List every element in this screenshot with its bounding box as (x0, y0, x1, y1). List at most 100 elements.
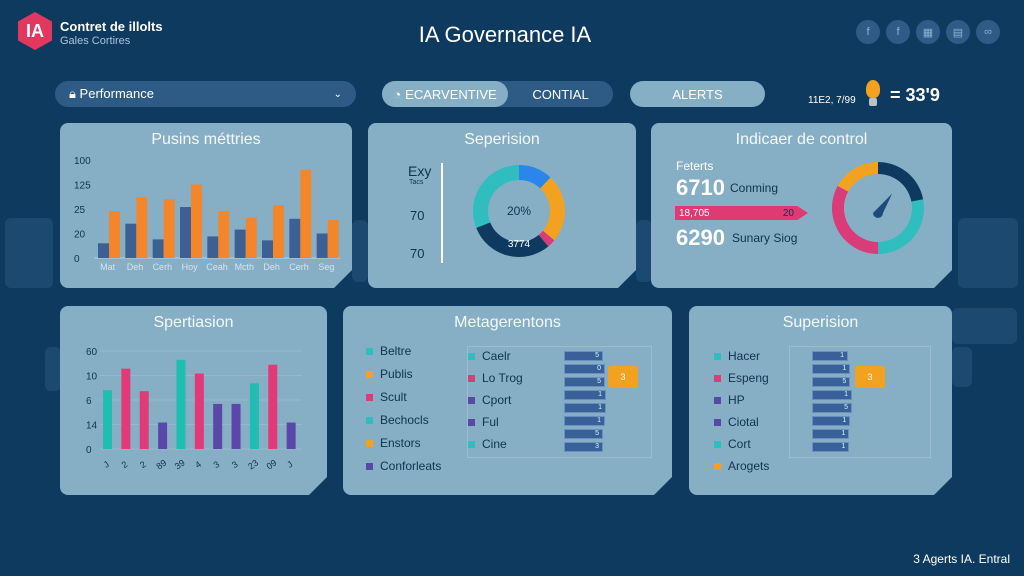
y-tick-label: 0 (74, 254, 80, 265)
bar (246, 218, 257, 258)
value-6710: 6710 (676, 175, 725, 200)
grid-icon[interactable]: ▦ (916, 20, 940, 44)
bar (158, 423, 167, 449)
y-tick-label: 20 (74, 230, 86, 241)
bar-row: 1 (564, 403, 606, 413)
facebook-icon[interactable]: f (886, 20, 910, 44)
panel-title: Seperision (464, 131, 540, 148)
y-tick-label: 10 (86, 372, 98, 383)
legend-swatch (366, 440, 373, 447)
legend-item: Hacer (714, 349, 760, 363)
bar (317, 234, 328, 259)
x-tick-label: 09 (265, 458, 279, 472)
slice (540, 177, 565, 240)
panel-spertiasion: Spertiasion 60 10 6 14 0 J 2 2 89 39 4 3 3 23 09 J (60, 306, 327, 495)
legend-swatch (468, 419, 475, 426)
x-tick-label: Mcth (235, 262, 255, 272)
y-tick-label: 6 (86, 396, 92, 407)
grid-frame (789, 346, 931, 458)
legend-item: Enstors (366, 436, 421, 450)
label-exy: Exy (408, 163, 432, 179)
panel-metagerentons: Metagerentons Beltre Publis Scult Bechocls E… (343, 306, 672, 495)
legend-swatch (468, 397, 475, 404)
legend-item: Publis (366, 367, 413, 381)
tab-label: ECARVENTIVE (405, 86, 497, 102)
x-tick-label: Hoy (182, 262, 199, 272)
highlight-badge: 3 (608, 366, 638, 388)
legend-swatch (366, 417, 373, 424)
legend-swatch (714, 463, 721, 470)
gauge-chart (651, 123, 952, 288)
legend-item: Caelr (468, 349, 511, 363)
legend-label: Cine (482, 437, 507, 451)
bar (176, 360, 185, 449)
panel-seperision: Seperision Exy Tacs 70 70 20% 3774 (368, 123, 636, 288)
gauge-needle (873, 194, 892, 218)
legend-item: Scult (366, 390, 407, 404)
bar-row: 1 (812, 390, 852, 400)
label-feterts: Feterts (676, 159, 714, 173)
dropdown-value: Performance (79, 86, 154, 101)
bar-row: 5 (812, 403, 852, 413)
bar (98, 243, 109, 258)
grid-frame (467, 346, 652, 458)
facebook-icon[interactable]: f (856, 20, 880, 44)
box-icon[interactable]: ▤ (946, 20, 970, 44)
bar (300, 170, 311, 258)
footer-status: 3 Agerts IA. Entral (913, 552, 1010, 566)
flame-icon: ◔ (393, 86, 402, 102)
y-tick-label: 100 (74, 156, 91, 167)
divider (441, 163, 443, 263)
y-tick-label: 25 (74, 205, 86, 216)
x-tick-label: J (102, 459, 111, 470)
panel-title: Indicaer de control (735, 131, 868, 148)
progress-banner: 18,705 20 (675, 206, 808, 220)
legend-swatch (366, 348, 373, 355)
legend-label: HP (728, 393, 745, 407)
legend-item: Espeng (714, 371, 769, 385)
legend-label: Ful (482, 415, 499, 429)
x-tick-label: Deh (127, 262, 144, 272)
bar-row: 1 (812, 364, 850, 374)
x-tick-label: 3 (230, 459, 240, 470)
x-tick-label: 4 (193, 459, 203, 470)
slice (832, 186, 878, 254)
legend-label: Lo Trog (482, 371, 523, 385)
link-icon[interactable]: ∞ (976, 20, 1000, 44)
bar-row: 1 (812, 351, 848, 361)
legend-swatch (468, 375, 475, 382)
bar-row: 5 (564, 377, 605, 387)
slice (519, 165, 550, 188)
legend-item: Cport (468, 393, 511, 407)
legend-item: Lo Trog (468, 371, 523, 385)
bar (140, 391, 149, 449)
stat-small: 11E2, 7/99 (808, 95, 856, 106)
legend-label: Publis (380, 367, 413, 381)
bar (287, 423, 296, 449)
y-tick-label: 0 (86, 445, 92, 456)
slice-label: 3774 (508, 239, 531, 250)
legend-item: Cort (714, 437, 751, 451)
legend-swatch (714, 353, 721, 360)
legend-item: Ciotal (714, 415, 759, 429)
bar (191, 185, 202, 259)
bar (109, 211, 120, 258)
lightbulb-base (869, 98, 877, 106)
legend-label: Cort (728, 437, 751, 451)
tab-ecarventive[interactable]: ◔ ECARVENTIVE (382, 81, 508, 107)
alerts-button[interactable]: ALERTS (630, 81, 765, 107)
lightbulb-icon (866, 80, 880, 98)
banner-right: 20 (782, 207, 794, 219)
bar-row: 3 (564, 442, 603, 452)
x-tick-label: Mat (100, 262, 116, 272)
bar (153, 239, 164, 258)
legend-item: Beltre (366, 344, 411, 358)
label-tacs: Tacs (409, 179, 424, 186)
performance-dropdown[interactable]: 🔒︎ Performance ⌄ (55, 81, 356, 107)
x-tick-label: 89 (154, 458, 168, 472)
tab-contial[interactable]: CONTIAL (532, 86, 589, 102)
x-tick-label: J (285, 459, 294, 470)
logo: IA (18, 12, 52, 50)
bar-row: 1 (564, 416, 605, 426)
